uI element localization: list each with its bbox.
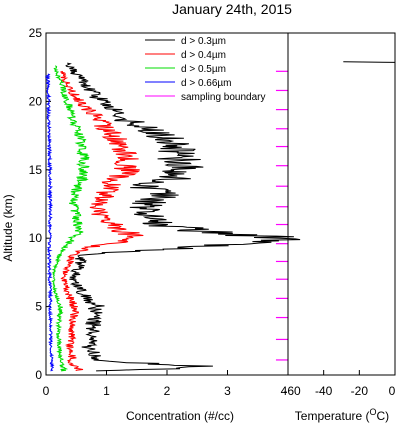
temperature-series — [343, 61, 396, 371]
temperature-x-tick-label: 0 — [389, 384, 396, 398]
concentration-x-tick-label: 3 — [224, 384, 231, 398]
altitude-y-ticks: 0 5 10 15 20 25 — [29, 26, 51, 382]
concentration-panel: 0 1 2 3 4 0 5 10 15 20 25 Concentration (#/cc) Al… — [1, 26, 301, 423]
chart-title: January 24th, 2015 — [172, 1, 292, 17]
legend: d > 0.3µm d > 0.4µm d > 0.5µm d > 0.66µm… — [145, 36, 266, 103]
concentration-series — [44, 62, 301, 372]
legend-label-3: d > 0.66µm — [181, 78, 232, 89]
altitude-y-tick-label: 25 — [29, 26, 43, 40]
temperature-x-axis-label: Temperature (OC) — [295, 407, 389, 423]
concentration-x-tick-label: 1 — [103, 384, 110, 398]
temperature-label-end: C) — [377, 409, 390, 423]
temperature-panel: -60 -40 -20 0 Temperature (OC) — [283, 32, 396, 423]
altitude-y-tick-label: 10 — [29, 231, 43, 245]
concentration-x-axis-label: Concentration (#/cc) — [126, 409, 234, 423]
temperature-line-0 — [343, 61, 396, 371]
legend-label-1: d > 0.4µm — [181, 50, 226, 61]
series-line-0 — [65, 62, 301, 372]
concentration-x-ticks: 0 1 2 3 4 — [43, 370, 289, 398]
altitude-y-tick-label: 5 — [35, 300, 42, 314]
temperature-plot-frame — [287, 32, 396, 376]
series-line-2 — [51, 65, 90, 372]
series-line-3 — [44, 73, 55, 372]
altitude-y-tick-label: 20 — [29, 94, 43, 108]
concentration-x-tick-label: 4 — [281, 384, 288, 398]
altitude-y-tick-label: 0 — [35, 368, 42, 382]
temperature-x-tick-label: -60 — [283, 384, 301, 398]
legend-label-0: d > 0.3µm — [181, 36, 226, 47]
legend-label-4: sampling boundary — [181, 92, 266, 103]
concentration-x-tick-label: 2 — [164, 384, 171, 398]
altitude-y-tick-label: 15 — [29, 163, 43, 177]
temperature-x-tick-label: -40 — [315, 384, 333, 398]
legend-label-2: d > 0.5µm — [181, 64, 226, 75]
concentration-x-tick-label: 0 — [43, 384, 50, 398]
altitude-y-axis-label: Altitude (km) — [1, 194, 15, 261]
temperature-label-sup: O — [370, 407, 377, 417]
temperature-label-main: Temperature ( — [295, 409, 370, 423]
series-line-1 — [60, 70, 144, 371]
temperature-x-ticks: -60 -40 -20 0 — [283, 370, 396, 398]
temperature-x-tick-label: -20 — [351, 384, 369, 398]
